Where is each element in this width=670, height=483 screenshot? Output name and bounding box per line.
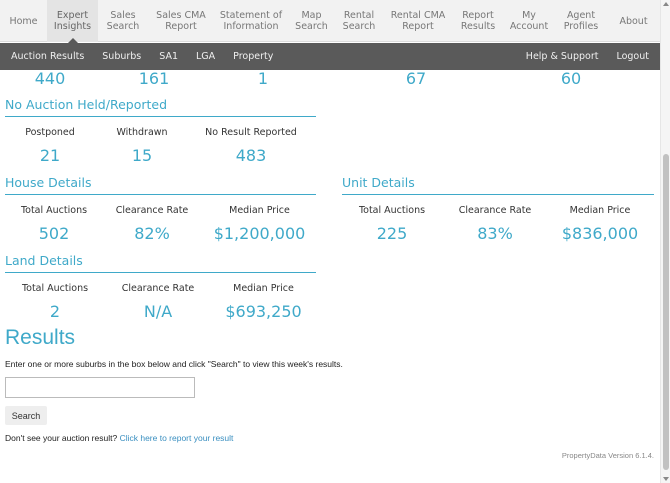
- house-total-auctions-value: 502: [38, 224, 70, 243]
- nav-rental-cma-report[interactable]: Rental CMA Report: [390, 10, 446, 32]
- house-details-divider: [5, 194, 316, 195]
- subnav-auction-results[interactable]: Auction Results: [11, 51, 85, 62]
- search-button[interactable]: Search: [5, 406, 47, 425]
- version-text: PropertyData Version 6.1.4.: [561, 451, 654, 460]
- land-details-title: Land Details: [5, 253, 83, 268]
- subnav-property[interactable]: Property: [233, 51, 274, 62]
- nav-agent-profiles[interactable]: Agent Profiles: [563, 10, 599, 32]
- nav-about[interactable]: About: [619, 15, 648, 27]
- land-clearance-rate-value: N/A: [143, 302, 173, 321]
- nav-map-search[interactable]: Map Search: [295, 10, 328, 32]
- report-result-prefix: Don't see your auction result?: [5, 433, 118, 443]
- main-content: 440 161 1 67 60 No Auction Held/Reported…: [0, 69, 660, 483]
- house-total-auctions-label: Total Auctions: [20, 205, 88, 216]
- results-title: Results: [5, 326, 76, 349]
- postponed-label: Postponed: [25, 127, 75, 138]
- no-result-label: No Result Reported: [205, 127, 297, 138]
- land-total-auctions-label: Total Auctions: [21, 283, 89, 294]
- results-instructions: Enter one or more suburbs in the box bel…: [5, 359, 343, 369]
- land-details-divider: [5, 272, 316, 273]
- top-navigation: Home Expert Insights Sales Search Sales …: [0, 0, 660, 43]
- scrollbar-thumb[interactable]: [663, 154, 669, 470]
- scroll-up-arrow-icon[interactable]: [663, 2, 669, 6]
- subnav-help-support[interactable]: Help & Support: [525, 51, 599, 62]
- house-median-price-label: Median Price: [229, 205, 290, 216]
- nav-rental-search[interactable]: Rental Search: [342, 10, 376, 32]
- no-auction-divider: [5, 116, 316, 117]
- suburb-search-input[interactable]: [5, 377, 195, 398]
- unit-total-auctions-label: Total Auctions: [358, 205, 426, 216]
- report-result-link[interactable]: Click here to report your result: [119, 433, 234, 443]
- nav-my-account[interactable]: My Account: [509, 10, 549, 32]
- unit-clearance-rate-value: 83%: [477, 224, 513, 243]
- unit-clearance-rate-label: Clearance Rate: [458, 205, 532, 216]
- withdrawn-value: 15: [131, 146, 153, 165]
- unit-median-price-value: $836,000: [561, 224, 639, 243]
- top-number-3: 1: [257, 69, 269, 88]
- land-clearance-rate-label: Clearance Rate: [121, 283, 195, 294]
- vertical-scrollbar[interactable]: [660, 0, 670, 483]
- withdrawn-label: Withdrawn: [116, 127, 168, 138]
- subnav-lga[interactable]: LGA: [196, 51, 216, 62]
- no-result-value: 483: [235, 146, 267, 165]
- land-total-auctions-value: 2: [49, 302, 61, 321]
- scroll-down-arrow-icon[interactable]: [663, 477, 669, 481]
- top-number-5: 60: [560, 69, 582, 88]
- nav-report-results[interactable]: Report Results: [460, 10, 496, 32]
- unit-total-auctions-value: 225: [376, 224, 408, 243]
- house-median-price-value: $1,200,000: [213, 224, 306, 243]
- sub-navigation: Auction Results Suburbs SA1 LGA Property…: [0, 43, 660, 70]
- top-number-4: 67: [405, 69, 427, 88]
- land-median-price-label: Median Price: [233, 283, 294, 294]
- subnav-logout[interactable]: Logout: [616, 51, 649, 62]
- postponed-value: 21: [39, 146, 61, 165]
- house-clearance-rate-value: 82%: [134, 224, 170, 243]
- nav-home[interactable]: Home: [9, 15, 38, 27]
- top-number-1: 440: [34, 69, 66, 88]
- report-result-line: Don't see your auction result? Click her…: [5, 433, 233, 443]
- nav-sales-search[interactable]: Sales Search: [106, 10, 140, 32]
- house-clearance-rate-label: Clearance Rate: [115, 205, 189, 216]
- nav-sales-cma-report[interactable]: Sales CMA Report: [156, 10, 206, 32]
- subnav-sa1[interactable]: SA1: [159, 51, 179, 62]
- land-median-price-value: $693,250: [225, 302, 302, 321]
- top-number-2: 161: [138, 69, 170, 88]
- nav-statement-of-information[interactable]: Statement of Information: [219, 10, 283, 32]
- nav-expert-insights[interactable]: Expert Insights: [47, 0, 98, 43]
- subnav-suburbs[interactable]: Suburbs: [102, 51, 142, 62]
- unit-details-divider: [342, 194, 654, 195]
- unit-details-title: Unit Details: [342, 175, 415, 190]
- house-details-title: House Details: [5, 175, 92, 190]
- no-auction-title: No Auction Held/Reported: [5, 97, 168, 112]
- unit-median-price-label: Median Price: [569, 205, 631, 216]
